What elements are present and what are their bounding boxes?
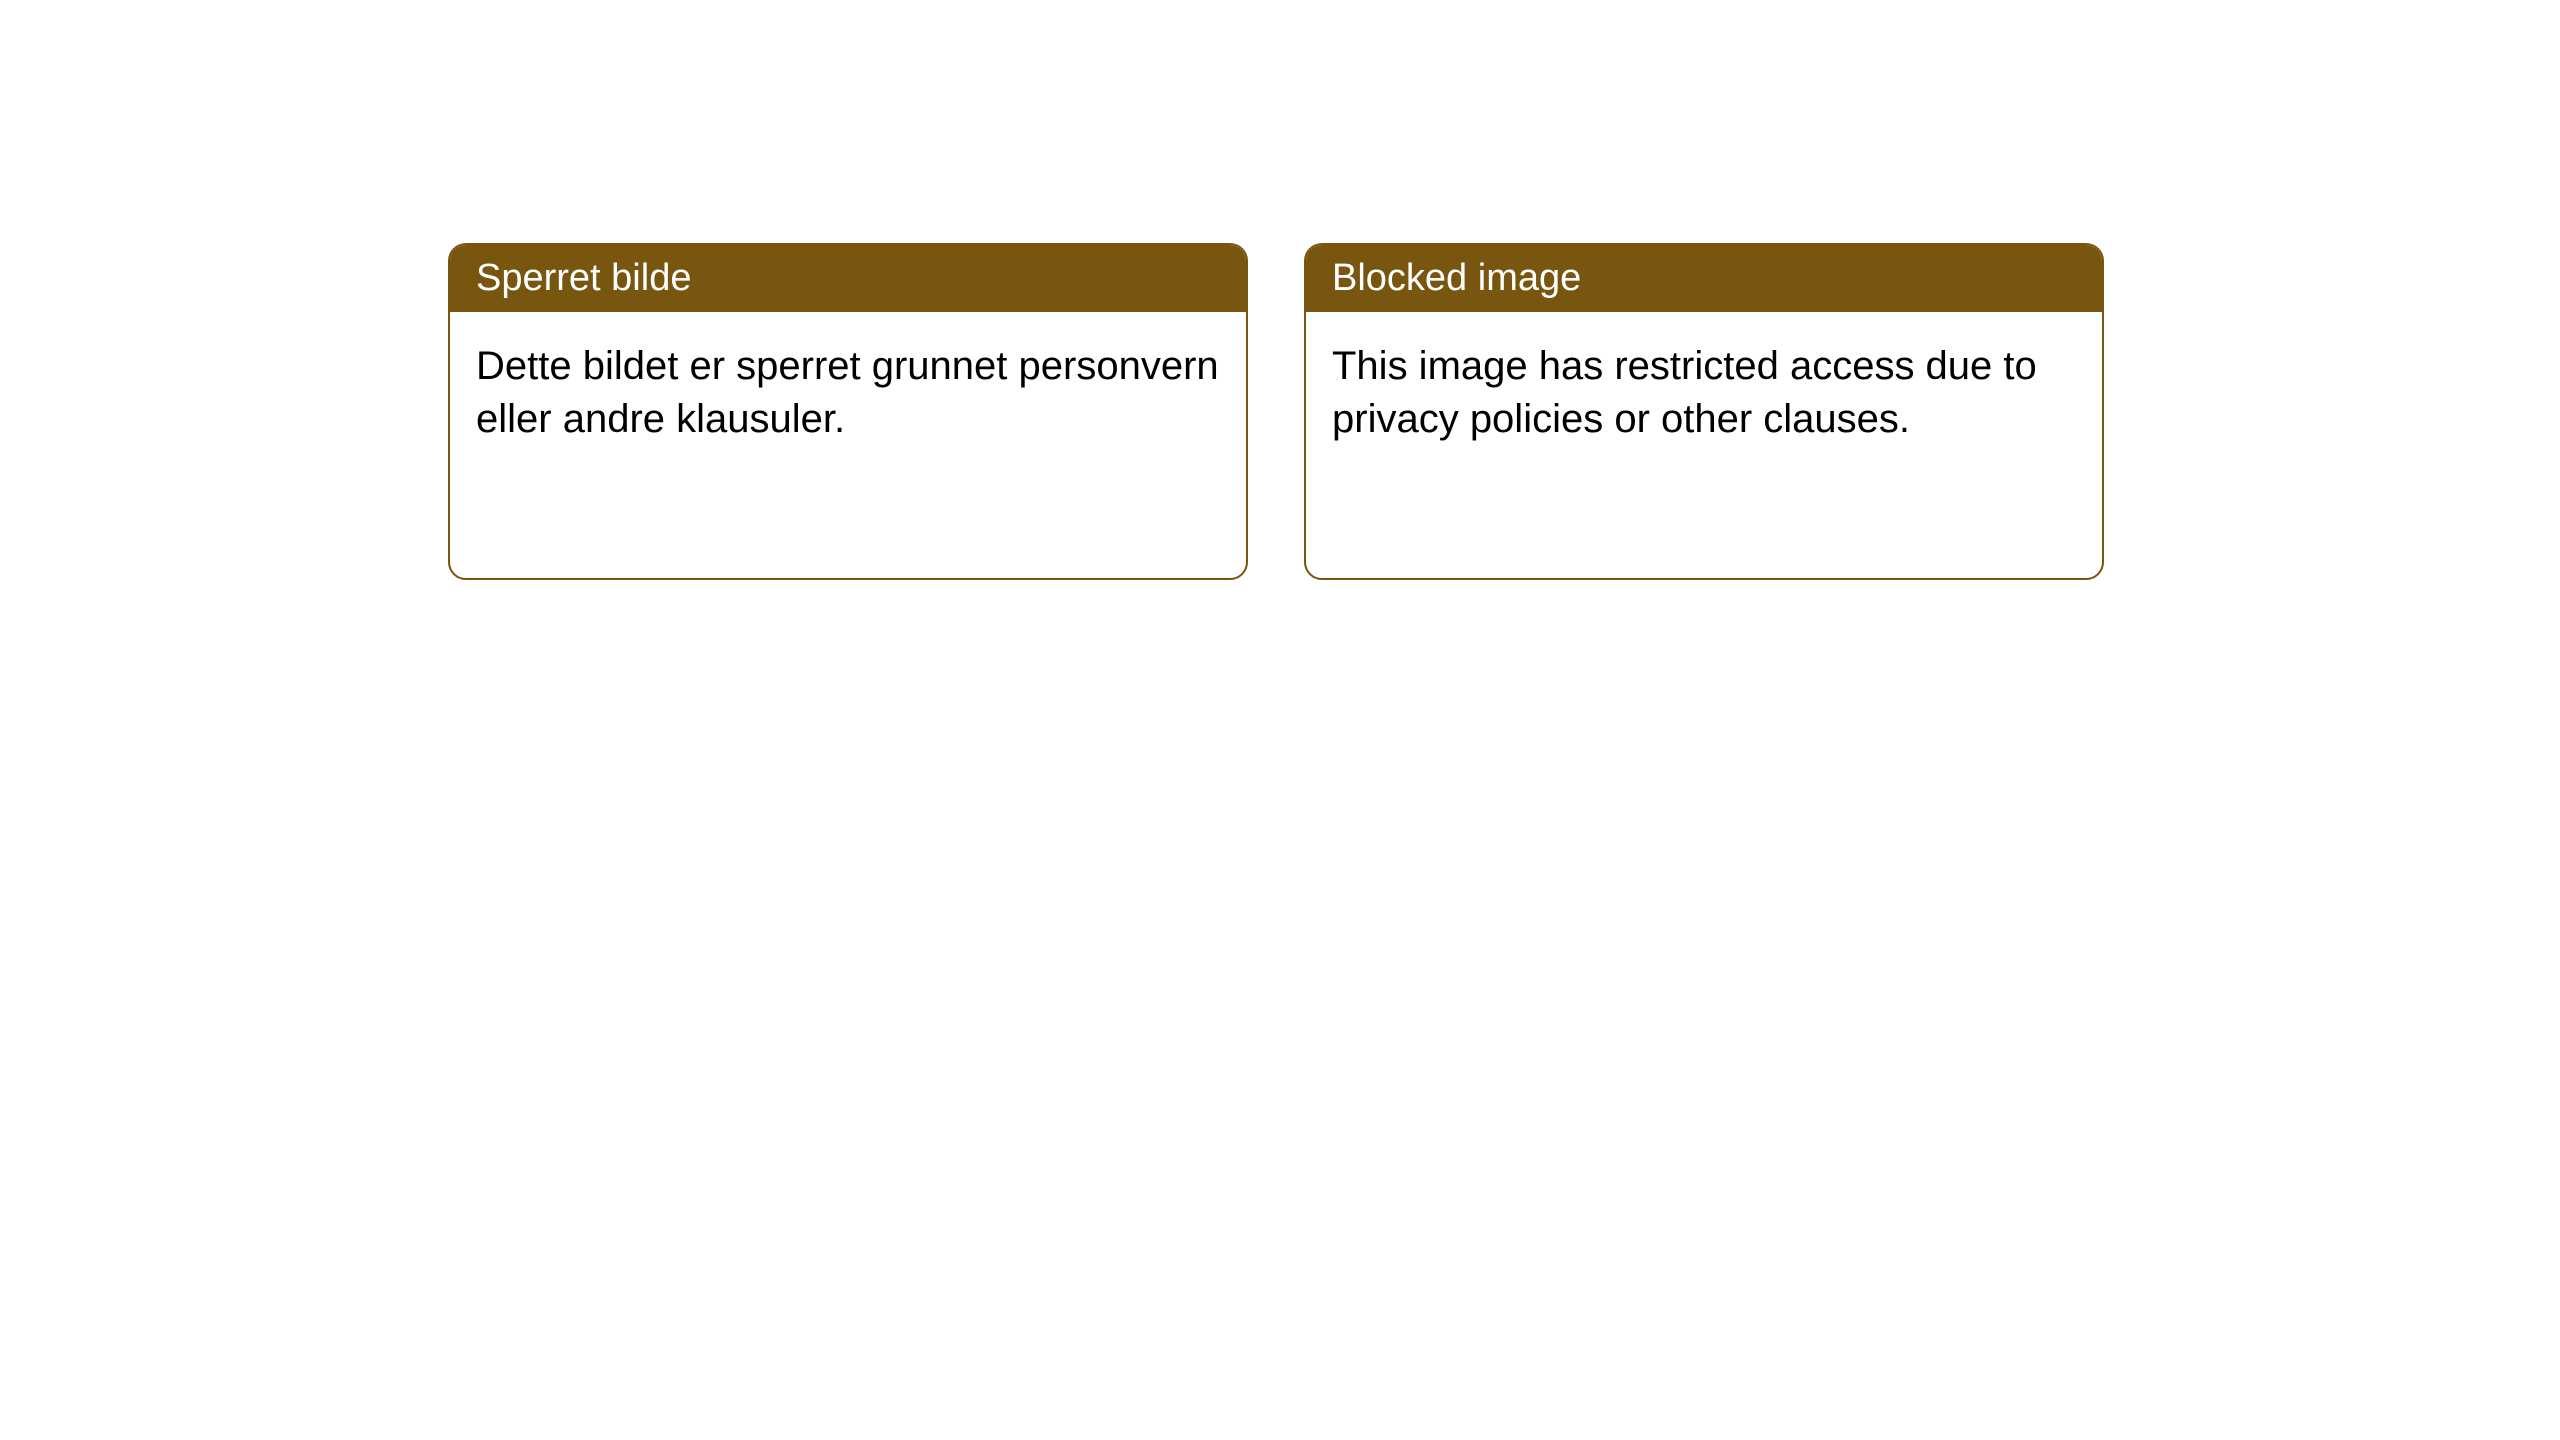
notice-card-body: This image has restricted access due to … (1306, 312, 2102, 474)
notice-card-header: Sperret bilde (450, 245, 1246, 312)
notice-cards-container: Sperret bilde Dette bildet er sperret gr… (0, 0, 2560, 580)
notice-card-english: Blocked image This image has restricted … (1304, 243, 2104, 580)
notice-card-header: Blocked image (1306, 245, 2102, 312)
notice-card-norwegian: Sperret bilde Dette bildet er sperret gr… (448, 243, 1248, 580)
notice-card-body: Dette bildet er sperret grunnet personve… (450, 312, 1246, 474)
